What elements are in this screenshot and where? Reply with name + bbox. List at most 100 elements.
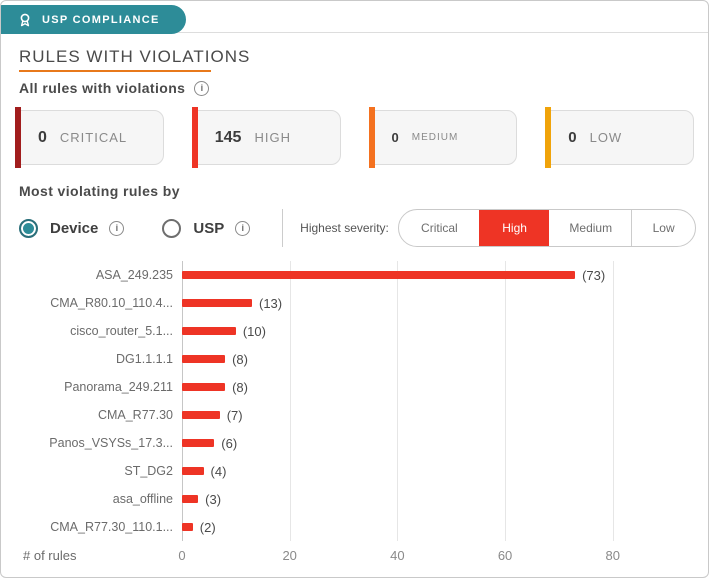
gridline [289,261,291,541]
subtitle: All rules with violations [19,80,186,96]
row-plot: (13) [182,296,672,311]
severity-filter-segmented: Critical High Medium Low [397,209,696,247]
chart-row: asa_offline (3) [13,485,672,513]
violations-bar-chart: ASA_249.235 (73) CMA_R80.10_110.4... (13) ci… [13,261,696,566]
widget-content: RULES WITH VIOLATIONS All rules with vio… [1,33,708,566]
gridline [612,261,614,541]
title-underline [19,70,211,72]
page-title: RULES WITH VIOLATIONS [19,47,251,66]
group-by-radios: Device i USP i [19,218,288,238]
severity-label: MEDIUM [411,132,459,143]
severity-stripe [545,107,552,168]
severity-count: 0 [568,129,577,146]
bar-value-label: (8) [232,351,248,367]
row-plot: (73) [182,268,672,283]
x-tick-label: 40 [390,548,405,563]
tab-label: USP COMPLIANCE [42,13,160,26]
radio-unselected-icon[interactable] [162,218,182,238]
row-plot: (2) [182,520,672,535]
severity-label: LOW [589,130,623,145]
chart-row: ST_DG2 (4) [13,457,672,485]
x-axis: # of rules 0 20 40 60 80 [13,548,672,566]
severity-stripe [191,107,198,168]
severity-label: CRITICAL [59,130,128,145]
x-tick-label: 60 [497,548,513,563]
category-label: CMA_R80.10_110.4... [50,296,173,310]
x-tick-label: 0 [178,548,186,563]
info-icon[interactable]: i [194,80,210,96]
bar-value-label: (4) [210,463,227,479]
info-icon[interactable]: i [235,220,251,236]
severity-count: 145 [214,128,242,146]
bar-ASA_249.235[interactable] [182,271,576,279]
bar-Panos_VSYSs_17.3...[interactable] [182,439,215,447]
severity-stripe [15,107,21,168]
bar-value-label: (8) [232,379,248,395]
info-icon[interactable]: i [109,220,125,236]
severity-summary-cards: 0 CRITICAL 145 HIGH 0 MEDIUM 0 LOW [13,107,696,168]
category-label: ASA_249.235 [95,268,173,282]
bar-ST_DG2[interactable] [182,467,204,475]
bar-cisco_router_5.1...[interactable] [182,327,236,335]
severity-tab-high[interactable]: High [478,210,550,246]
bar-value-label: (6) [221,435,238,451]
row-plot: (10) [182,324,672,339]
bar-asa_offline[interactable] [182,495,199,503]
bar-Panorama_249.211[interactable] [182,383,226,391]
row-plot: (7) [182,408,672,423]
bar-value-label: (73) [582,267,606,283]
row-plot: (6) [182,436,672,451]
gridline [505,261,507,541]
severity-label: HIGH [254,130,291,145]
radio-selected-icon[interactable] [19,218,38,238]
bar-DG1.1.1.1[interactable] [182,355,226,363]
section-label: Most violating rules by [19,183,180,199]
category-label: asa_offline [112,492,173,506]
chart-row: ASA_249.235 (73) [13,261,672,289]
radio-usp[interactable]: USP i [162,218,251,238]
gridline [397,261,399,541]
severity-count: 0 [38,128,47,146]
severity-stripe [368,107,375,168]
severity-tab-medium[interactable]: Medium [569,221,613,235]
category-label: CMA_R77.30 [97,408,173,422]
bar-CMA_R77.30[interactable] [182,411,220,419]
radio-label: Device [50,219,99,237]
row-plot: (8) [182,380,672,395]
bar-value-label: (13) [259,295,283,311]
x-axis-ticks: 0 20 40 60 80 [178,548,672,566]
y-axis-line [182,261,183,541]
award-ribbon-icon [20,13,30,26]
x-tick-label: 20 [282,548,297,563]
subtitle-row: All rules with violations i [19,79,696,97]
severity-tab-low[interactable]: Low [631,210,695,246]
severity-card-critical: 0 CRITICAL [15,107,164,168]
chart-row: CMA_R77.30_110.1... (2) [13,513,672,541]
severity-tab-critical[interactable]: Critical [421,221,458,235]
row-plot: (3) [182,492,672,507]
severity-count: 0 [391,130,399,145]
chart-row: CMA_R77.30 (7) [13,401,672,429]
bar-CMA_R77.30_110.1...[interactable] [182,523,193,531]
bar-CMA_R80.10_110.4...[interactable] [182,299,252,307]
chart-row: CMA_R80.10_110.4... (13) [13,289,672,317]
bar-value-label: (10) [242,323,266,339]
radio-device[interactable]: Device i [19,218,125,238]
chart-row: Panos_VSYSs_17.3... (6) [13,429,672,457]
vertical-divider [282,209,284,247]
severity-card-high: 145 HIGH [191,107,341,168]
severity-card-low: 0 LOW [545,107,694,168]
chart-body: ASA_249.235 (73) CMA_R80.10_110.4... (13) ci… [13,261,672,541]
radio-label: USP [193,219,225,237]
severity-card-medium: 0 MEDIUM [368,107,518,168]
category-label: CMA_R77.30_110.1... [50,520,173,534]
highest-severity-label: Highest severity: [300,221,389,235]
chart-gridlines [182,261,672,541]
chart-row: DG1.1.1.1 (8) [13,345,672,373]
bar-value-label: (7) [226,407,243,423]
category-label: cisco_router_5.1... [70,324,173,338]
bar-value-label: (3) [205,491,222,507]
tab-usp-compliance[interactable]: USP COMPLIANCE [1,5,186,34]
widget-header: USP COMPLIANCE [1,1,708,34]
category-label: Panorama_249.211 [64,380,173,394]
